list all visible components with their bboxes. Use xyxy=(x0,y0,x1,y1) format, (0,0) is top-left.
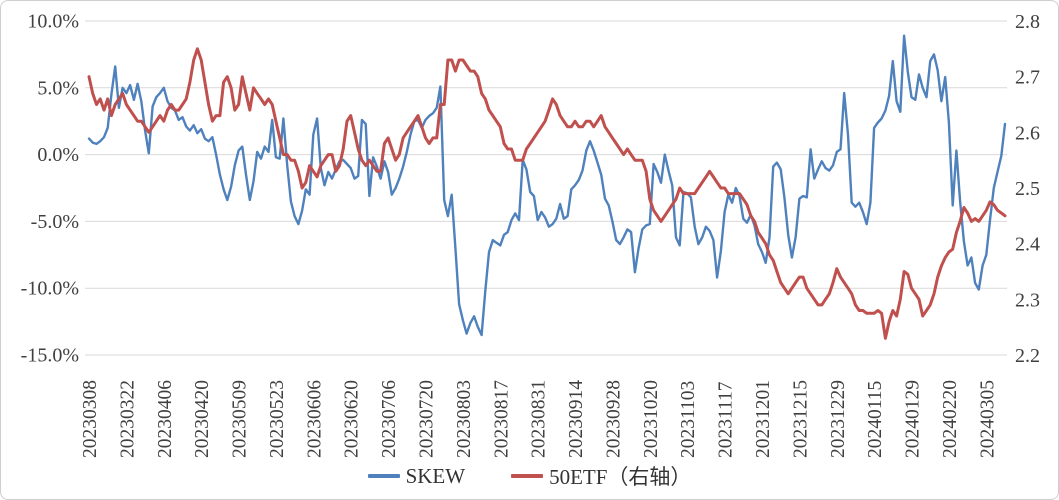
x-axis-tick-label: 20240115 xyxy=(865,381,886,458)
legend-label-skew: SKEW xyxy=(405,463,466,488)
x-axis-tick-label: 20230420 xyxy=(192,380,213,458)
x-axis-tick-label: 20230831 xyxy=(529,380,550,458)
x-axis-tick-label: 20231201 xyxy=(753,380,774,458)
y-axis-tick-label-right: 2.7 xyxy=(1015,67,1040,89)
x-axis-tick-label: 20230817 xyxy=(491,380,512,458)
y-axis-tick-label-right: 2.6 xyxy=(1015,122,1040,144)
x-axis-tick-label: 20230606 xyxy=(304,380,325,458)
etf-line xyxy=(87,47,1007,340)
x-axis-tick-label: 20240129 xyxy=(903,380,924,458)
x-axis-tick-label: 20230914 xyxy=(566,380,587,458)
legend-item-etf: 50ETF（右轴） xyxy=(511,461,691,491)
x-axis-tick-label: 20230706 xyxy=(379,380,400,458)
skew-line-swatch xyxy=(367,474,400,478)
x-axis-tick-label: 20240220 xyxy=(940,380,961,458)
x-axis-tick-label: 20230720 xyxy=(417,380,438,458)
y-axis-tick-label-left: 5.0% xyxy=(37,77,79,99)
x-axis-tick-label: 20230406 xyxy=(155,380,176,458)
skew-line xyxy=(87,34,1007,337)
y-axis-tick-label-right: 2.2 xyxy=(1015,345,1040,367)
y-axis-tick-label-left: 10.0% xyxy=(27,11,79,33)
y-axis-tick-label-right: 2.5 xyxy=(1015,178,1040,200)
x-axis-tick-label: 20240305 xyxy=(977,380,998,458)
y-axis-tick-label-left: -5.0% xyxy=(31,211,79,233)
chart-legend: SKEW 50ETF（右轴） xyxy=(1,461,1058,491)
x-axis-tick-label: 20230803 xyxy=(454,380,475,458)
y-axis-tick-label-right: 2.3 xyxy=(1015,289,1040,311)
x-axis-tick-label: 20230523 xyxy=(267,380,288,458)
y-axis-tick-label-right: 2.8 xyxy=(1015,11,1040,33)
x-axis-tick-label: 20230308 xyxy=(80,380,101,458)
x-axis-tick-label: 20231215 xyxy=(790,380,811,458)
y-axis-tick-label-left: 0.0% xyxy=(37,144,79,166)
x-axis-tick-label: 20231020 xyxy=(641,380,662,458)
x-axis-tick-label: 20230928 xyxy=(603,380,624,458)
etf-line-swatch xyxy=(511,474,544,478)
y-axis-tick-label-left: -15.0% xyxy=(21,345,79,367)
y-axis-tick-label-right: 2.4 xyxy=(1015,234,1040,256)
legend-label-etf: 50ETF（右轴） xyxy=(549,465,692,489)
legend-item-skew: SKEW xyxy=(367,463,466,489)
x-axis-tick-label: 20230322 xyxy=(117,380,138,458)
x-axis-tick-label: 20231229 xyxy=(828,380,849,458)
y-axis-tick-label-left: -10.0% xyxy=(21,278,79,300)
x-axis-tick-label: 20230620 xyxy=(342,380,363,458)
x-axis-tick-label: 20231103 xyxy=(678,381,699,458)
x-axis-tick-label: 20230509 xyxy=(230,380,251,458)
x-axis-tick-label: 20231117 xyxy=(716,381,737,458)
